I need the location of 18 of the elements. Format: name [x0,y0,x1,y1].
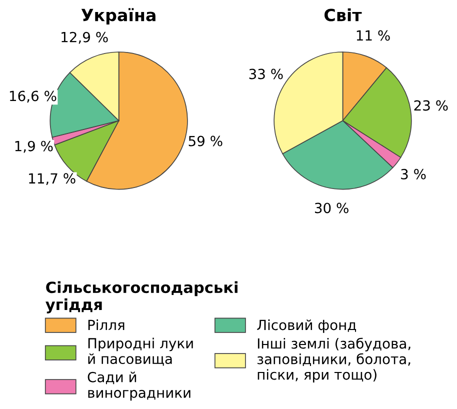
legend-label: Інші землі (забудова, заповідники, болота, піски, яри тощо) [258,338,410,383]
data-label: 3 % [401,168,426,180]
legend-label: Сади й виноградники [88,372,190,401]
data-label: 16,6 % [10,90,56,103]
legend-label: Лісовий фонд [257,319,356,333]
data-label: 11,7 % [29,173,76,186]
legend-label: Рілля [88,319,124,330]
chart-title: Світ [324,8,362,22]
data-label: 33 % [249,68,283,80]
legend-title: Сільськогосподарські угіддя [46,281,238,314]
data-label: 11 % [356,30,390,41]
data-label: 23 % [414,100,448,111]
chart-title: Україна [81,8,156,25]
data-label: 30 % [314,202,348,214]
data-label: 59 % [188,136,222,146]
data-label: 1,9 % [15,140,53,153]
legend-label: Природні луки й пасовища [88,338,193,366]
data-label: 12,9 % [62,32,108,44]
